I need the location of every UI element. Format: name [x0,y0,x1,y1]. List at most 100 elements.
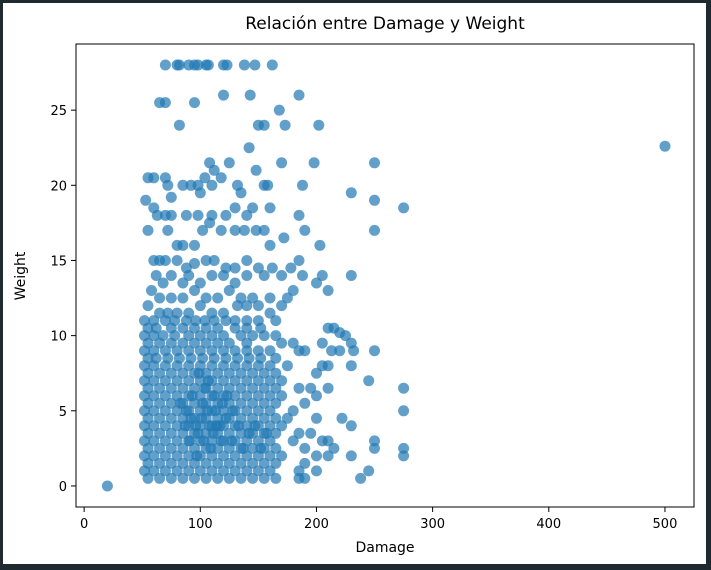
data-point [165,337,177,349]
data-point [258,270,270,281]
data-point [266,59,278,71]
x-tick-label: 0 [80,517,88,532]
data-point [159,390,171,402]
data-point [202,59,214,71]
data-point [241,465,253,477]
data-point [322,435,334,447]
data-point [247,442,259,454]
data-point [189,97,200,109]
data-point [266,262,278,274]
data-point [229,465,241,477]
data-point [297,270,308,281]
data-point [177,337,189,349]
data-point [206,330,218,342]
data-point [221,59,233,71]
data-point [142,300,154,312]
data-point [189,472,200,484]
data-point [241,405,253,417]
data-point [190,420,202,432]
data-point [215,224,227,236]
data-point [177,457,189,469]
chart-title: Relación entre Damage y Weight [245,14,525,34]
data-point [237,442,249,454]
data-point [345,187,357,199]
data-point [220,315,232,327]
data-point [171,450,183,462]
data-point [276,450,288,462]
data-point [206,179,218,191]
data-point [229,262,241,274]
data-point [270,457,282,469]
data-point [220,209,232,221]
data-point [226,435,238,447]
data-point [313,119,325,131]
data-point [223,457,235,469]
data-point [148,465,160,477]
data-point [218,360,229,372]
data-point [208,390,220,402]
data-point [276,270,288,281]
data-point [369,194,380,206]
data-point [247,367,259,379]
data-point [241,255,253,266]
data-point [201,405,213,417]
data-point [177,472,189,484]
data-point [189,285,200,296]
data-point [241,300,253,312]
data-point [311,465,322,477]
data-point [189,258,200,269]
data-point [258,224,270,236]
data-point [270,330,282,342]
data-point [154,442,166,454]
data-point [183,270,195,281]
data-point [241,322,253,334]
data-point [233,420,245,432]
data-point [200,255,212,266]
data-point [173,59,185,71]
data-point [299,224,311,236]
data-point [264,405,276,417]
data-point [270,397,282,409]
data-point [154,382,166,394]
data-point [177,442,189,454]
points-layer [101,59,671,492]
data-point [171,360,183,372]
data-point [154,307,166,319]
y-tick-label: 15 [50,254,67,269]
data-point [334,345,346,357]
data-point [218,89,229,101]
data-point [165,209,177,221]
data-point [281,360,293,372]
data-point [293,382,305,394]
data-point [173,119,185,131]
data-point [264,465,276,477]
data-point [247,397,259,409]
data-point [340,330,351,342]
data-point [243,427,255,439]
data-point [314,239,326,251]
data-point [192,209,204,221]
data-point [208,164,220,176]
data-point [285,262,297,274]
data-point [299,397,311,409]
data-point [148,375,160,387]
data-point [159,420,171,432]
data-point [148,405,160,417]
plot-frame [75,43,695,508]
data-point [287,435,299,447]
data-point [247,382,259,394]
data-point [218,270,229,281]
data-point [258,367,270,379]
data-point [101,480,113,492]
data-point [247,472,259,484]
x-tick-label: 300 [420,517,445,532]
data-point [273,104,285,116]
data-point [250,164,262,176]
data-point [206,270,218,281]
data-point [270,315,282,327]
data-point [258,412,270,424]
data-point [212,337,224,349]
data-point [247,330,259,342]
data-point [311,412,322,424]
data-point [159,375,171,387]
